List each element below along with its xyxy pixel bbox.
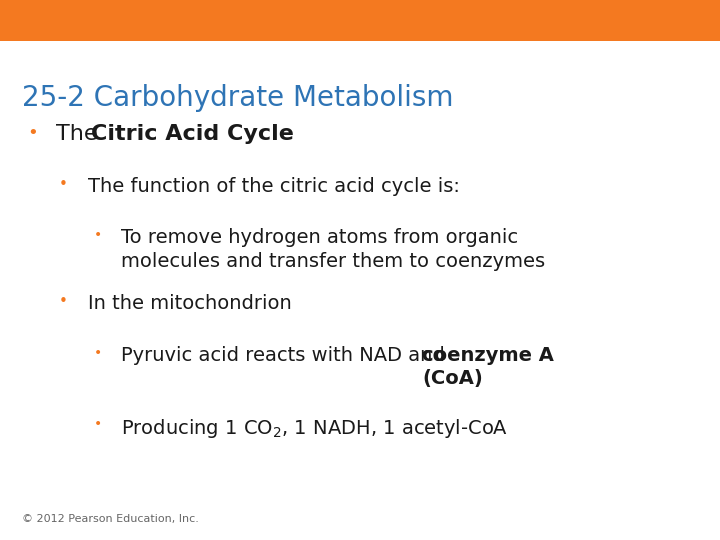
Text: The function of the citric acid cycle is:: The function of the citric acid cycle is… xyxy=(88,177,459,196)
Text: •: • xyxy=(27,124,38,142)
Text: •: • xyxy=(59,177,68,192)
Text: coenzyme A
(CoA): coenzyme A (CoA) xyxy=(422,346,554,388)
Text: •: • xyxy=(59,294,68,309)
Text: •: • xyxy=(94,228,102,242)
Text: Pyruvic acid reacts with NAD and: Pyruvic acid reacts with NAD and xyxy=(121,346,451,365)
Text: © 2012 Pearson Education, Inc.: © 2012 Pearson Education, Inc. xyxy=(22,514,199,524)
Text: •: • xyxy=(94,417,102,431)
Text: In the mitochondrion: In the mitochondrion xyxy=(88,294,292,313)
Text: •: • xyxy=(94,346,102,360)
Text: To remove hydrogen atoms from organic
molecules and transfer them to coenzymes: To remove hydrogen atoms from organic mo… xyxy=(121,228,545,271)
Text: Producing 1 CO$_2$, 1 NADH, 1 acetyl-CoA: Producing 1 CO$_2$, 1 NADH, 1 acetyl-CoA xyxy=(121,417,508,440)
Text: The: The xyxy=(56,124,105,144)
Text: Citric Acid Cycle: Citric Acid Cycle xyxy=(91,124,294,144)
Text: 25-2 Carbohydrate Metabolism: 25-2 Carbohydrate Metabolism xyxy=(22,84,453,112)
Bar xyxy=(0,0,720,40)
